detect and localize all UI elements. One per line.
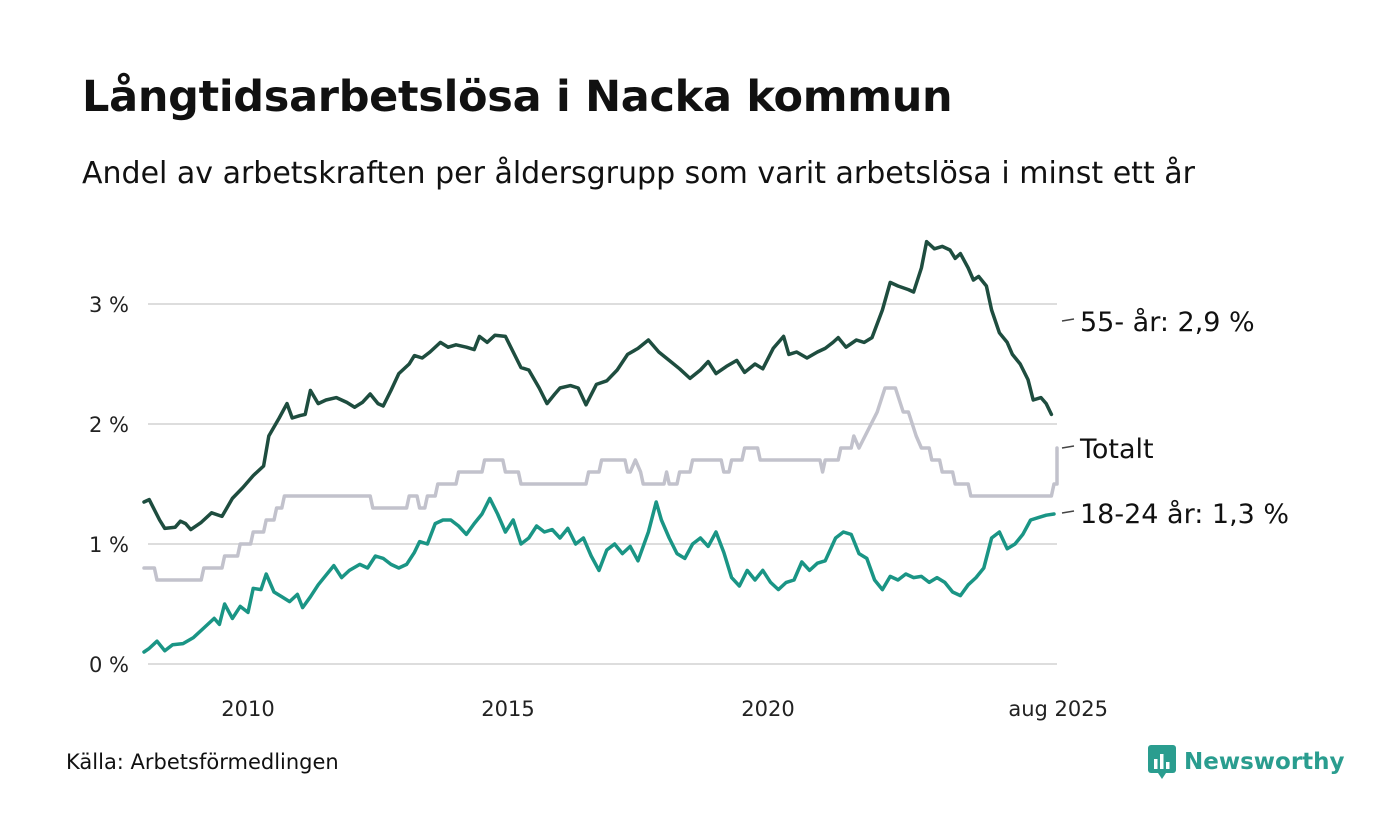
brand-name: Newsworthy: [1184, 749, 1345, 775]
y-tick-label: 3 %: [89, 293, 129, 317]
chart-title: Långtidsarbetslösa i Nacka kommun: [82, 72, 953, 122]
x-tick-label: 2010: [221, 697, 274, 721]
y-axis-ticks: 0 % 1 % 2 % 3 %: [89, 293, 129, 677]
brand-logo: Newsworthy: [1148, 744, 1345, 780]
end-label: 55- år: 2,9 %: [1080, 307, 1255, 338]
end-label-tick: [1061, 318, 1075, 322]
gridlines: [148, 303, 1057, 665]
series-line-18-24-r: [142, 496, 1056, 654]
end-label-tick: [1061, 510, 1075, 514]
x-tick-label: aug 2025: [1008, 697, 1108, 721]
end-label-tick: [1061, 445, 1075, 449]
source-note: Källa: Arbetsförmedlingen: [66, 750, 339, 774]
series-end-labels: 55- år: 2,9 % Totalt 18-24 år: 1,3 %: [1061, 307, 1289, 530]
series-line-totalt: [142, 386, 1059, 582]
chart-subtitle: Andel av arbetskraften per åldersgrupp s…: [82, 156, 1195, 191]
series-lines: [142, 239, 1059, 654]
end-label: 18-24 år: 1,3 %: [1080, 499, 1289, 530]
series-line-55-r: [142, 239, 1054, 532]
y-tick-label: 0 %: [89, 653, 129, 677]
x-axis-ticks: 2010 2015 2020 aug 2025: [221, 697, 1108, 721]
end-label: Totalt: [1079, 434, 1154, 465]
x-tick-label: 2020: [741, 697, 794, 721]
y-tick-label: 2 %: [89, 413, 129, 437]
y-tick-label: 1 %: [89, 533, 129, 557]
x-tick-label: 2015: [481, 697, 534, 721]
newsworthy-logo-icon: [1148, 745, 1176, 779]
